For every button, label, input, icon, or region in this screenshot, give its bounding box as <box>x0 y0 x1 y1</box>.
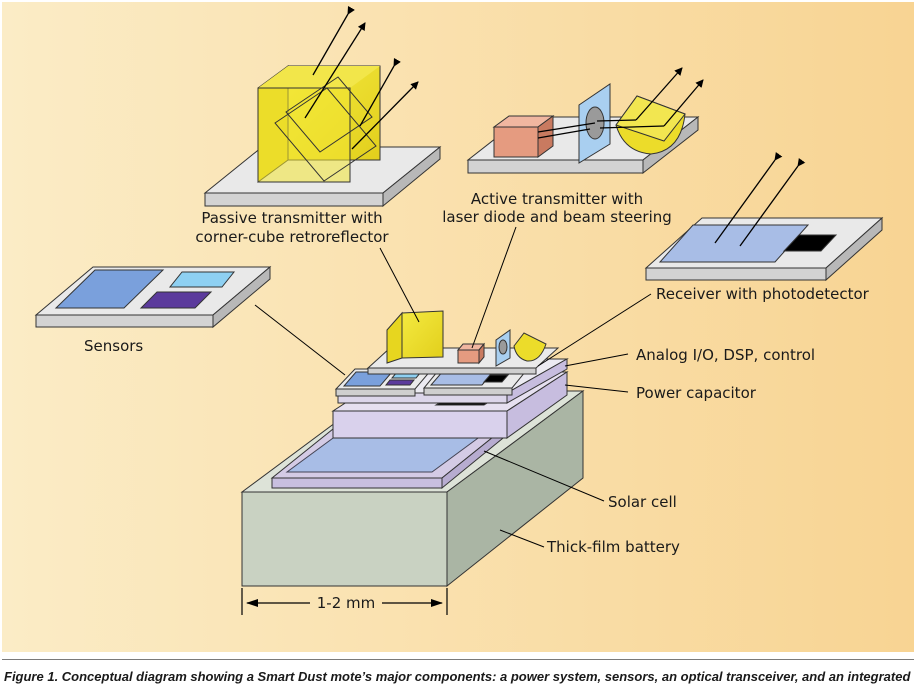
mini-laser <box>456 342 486 365</box>
leader-lines <box>254 226 652 548</box>
sensors-plate <box>34 265 272 329</box>
corner-cube <box>257 65 381 183</box>
label-sensors: Sensors <box>84 337 143 355</box>
receiver-plate <box>644 216 884 282</box>
mini-mirror <box>495 329 511 367</box>
label-receiver: Receiver with photodetector <box>656 285 870 303</box>
label-passive-line2: corner-cube retroreflector <box>195 228 389 246</box>
caption-rule <box>2 659 914 660</box>
beam-lens <box>615 95 686 155</box>
label-scale: 1-2 mm <box>317 594 376 612</box>
label-analog-io: Analog I/O, DSP, control <box>636 346 815 364</box>
label-solar-cell: Solar cell <box>608 493 677 511</box>
corner-cube-beams <box>304 5 419 150</box>
mini-lens <box>513 332 547 362</box>
scale-bar <box>241 588 448 615</box>
label-power-capacitor: Power capacitor <box>636 384 757 402</box>
receiver-incoming-beams <box>714 151 806 247</box>
label-thick-film-battery: Thick-film battery <box>546 538 680 556</box>
active-transmitter-beams <box>537 67 704 139</box>
figure-caption: Figure 1. Conceptual diagram showing a S… <box>4 669 914 684</box>
label-passive-line1: Passive transmitter with <box>201 209 382 227</box>
label-active-line1: Active transmitter with <box>471 190 643 208</box>
mini-corner-cube <box>386 310 444 364</box>
label-active-line2: laser diode and beam steering <box>442 208 672 226</box>
smart-dust-diagram: Passive transmitter with corner-cube ret… <box>2 2 914 652</box>
